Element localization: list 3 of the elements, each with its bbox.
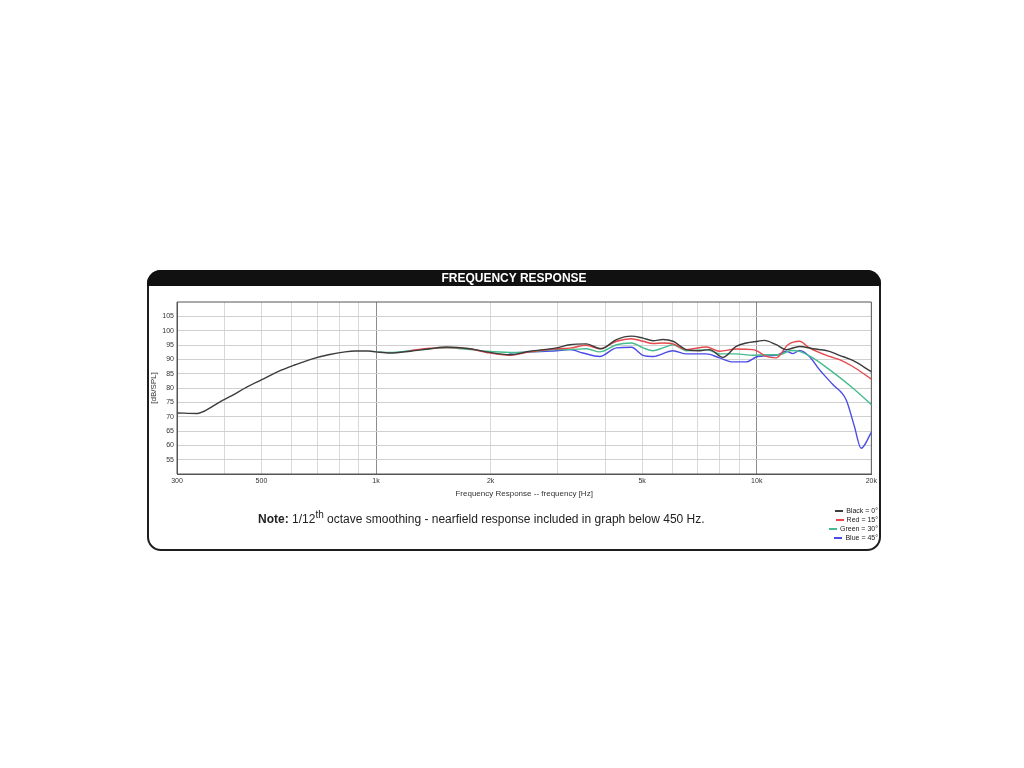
text: Note: 1/12$^{th}$ octave smoothing - nearfield response included in graph below 450 Hz.: [258, 508, 705, 527]
y-axis-title: [dB/SPL]: [149, 372, 158, 404]
x-axis-title: Frequency Response -- frequency [Hz]: [455, 489, 593, 499]
